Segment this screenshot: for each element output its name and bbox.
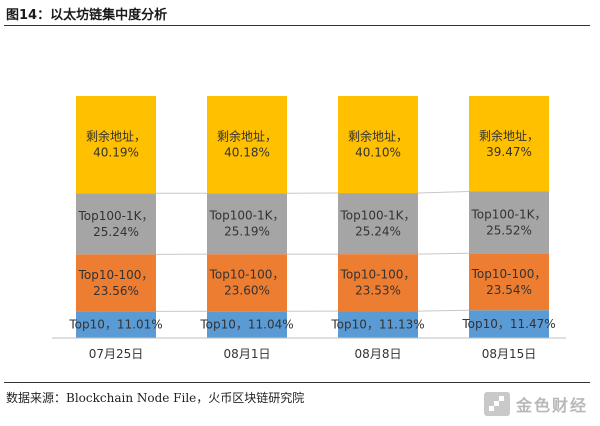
- data-label: Top100-1K，: [78, 209, 154, 223]
- title-rule: [4, 25, 590, 26]
- bar-segment: [338, 193, 418, 255]
- bar-segment: [338, 311, 418, 338]
- bar-segment: [207, 193, 287, 255]
- data-label: Top10，11.13%: [330, 318, 424, 332]
- data-label: Top10-100，: [209, 268, 285, 282]
- bar-segment: [207, 95, 287, 194]
- bar-segment: [469, 310, 549, 338]
- bar-segment: [338, 254, 418, 312]
- data-label: 25.19%: [224, 225, 270, 239]
- bar-segment: [207, 254, 287, 312]
- data-label: 25.24%: [355, 225, 401, 239]
- data-label: 23.53%: [355, 284, 401, 298]
- bar-segment: [469, 253, 549, 311]
- data-label: Top100-1K，: [340, 209, 416, 223]
- x-tick-label: 08月1日: [224, 347, 271, 361]
- bar-segment: [338, 96, 418, 194]
- series-connector-line: [417, 252, 470, 255]
- stacked-bar-chart: Top10，11.01% Top10-100， 23.56% Top100-1K， 25…: [52, 95, 566, 361]
- data-label: 剩余地址，: [479, 128, 539, 143]
- data-label: Top100-1K，: [471, 207, 547, 221]
- data-label: Top10-100，: [340, 268, 416, 282]
- source-rule: [4, 382, 590, 383]
- data-label: 39.47%: [486, 145, 532, 159]
- data-label: 40.19%: [93, 146, 139, 160]
- data-label: Top10-100，: [78, 268, 154, 282]
- x-tick-label: 07月25日: [89, 347, 144, 361]
- data-label: 40.18%: [224, 146, 270, 160]
- data-label: 剩余地址，: [86, 129, 146, 144]
- bar-segment: [76, 311, 156, 338]
- data-label: 剩余地址，: [217, 129, 277, 144]
- data-label: 23.60%: [224, 284, 270, 298]
- data-label: Top10-100，: [471, 267, 547, 281]
- bar-segment: [207, 311, 287, 338]
- series-connector-line: [417, 191, 470, 194]
- data-label: 23.56%: [93, 284, 139, 298]
- bar-segment: [76, 254, 156, 312]
- bar-segment: [469, 191, 549, 254]
- bar-segment: [76, 96, 156, 194]
- source-note: 数据来源：Blockchain Node File，火币区块链研究院: [6, 391, 305, 405]
- data-label: 剩余地址，: [348, 129, 408, 144]
- bar-segment: [469, 96, 549, 192]
- logo-mark-icon: [483, 392, 510, 416]
- data-label: 23.54%: [486, 283, 532, 297]
- x-tick-label: 08月15日: [482, 347, 537, 361]
- bar-segment: [76, 193, 156, 255]
- data-label: 25.24%: [93, 225, 139, 239]
- logo-text: 金色财经: [515, 396, 588, 415]
- x-tick-label: 08月8日: [355, 347, 402, 361]
- data-label: 25.52%: [486, 223, 532, 237]
- data-label: Top100-1K，: [209, 209, 285, 223]
- logo: 金色财经: [483, 392, 588, 416]
- figure-title: 图14：以太坊链集中度分析: [6, 8, 168, 23]
- series-connector-line: [417, 309, 470, 312]
- data-label: 40.10%: [355, 146, 401, 160]
- data-label: Top10，11.01%: [68, 318, 162, 332]
- data-label: Top10，11.04%: [199, 318, 293, 332]
- data-label: Top10，11.47%: [461, 317, 555, 331]
